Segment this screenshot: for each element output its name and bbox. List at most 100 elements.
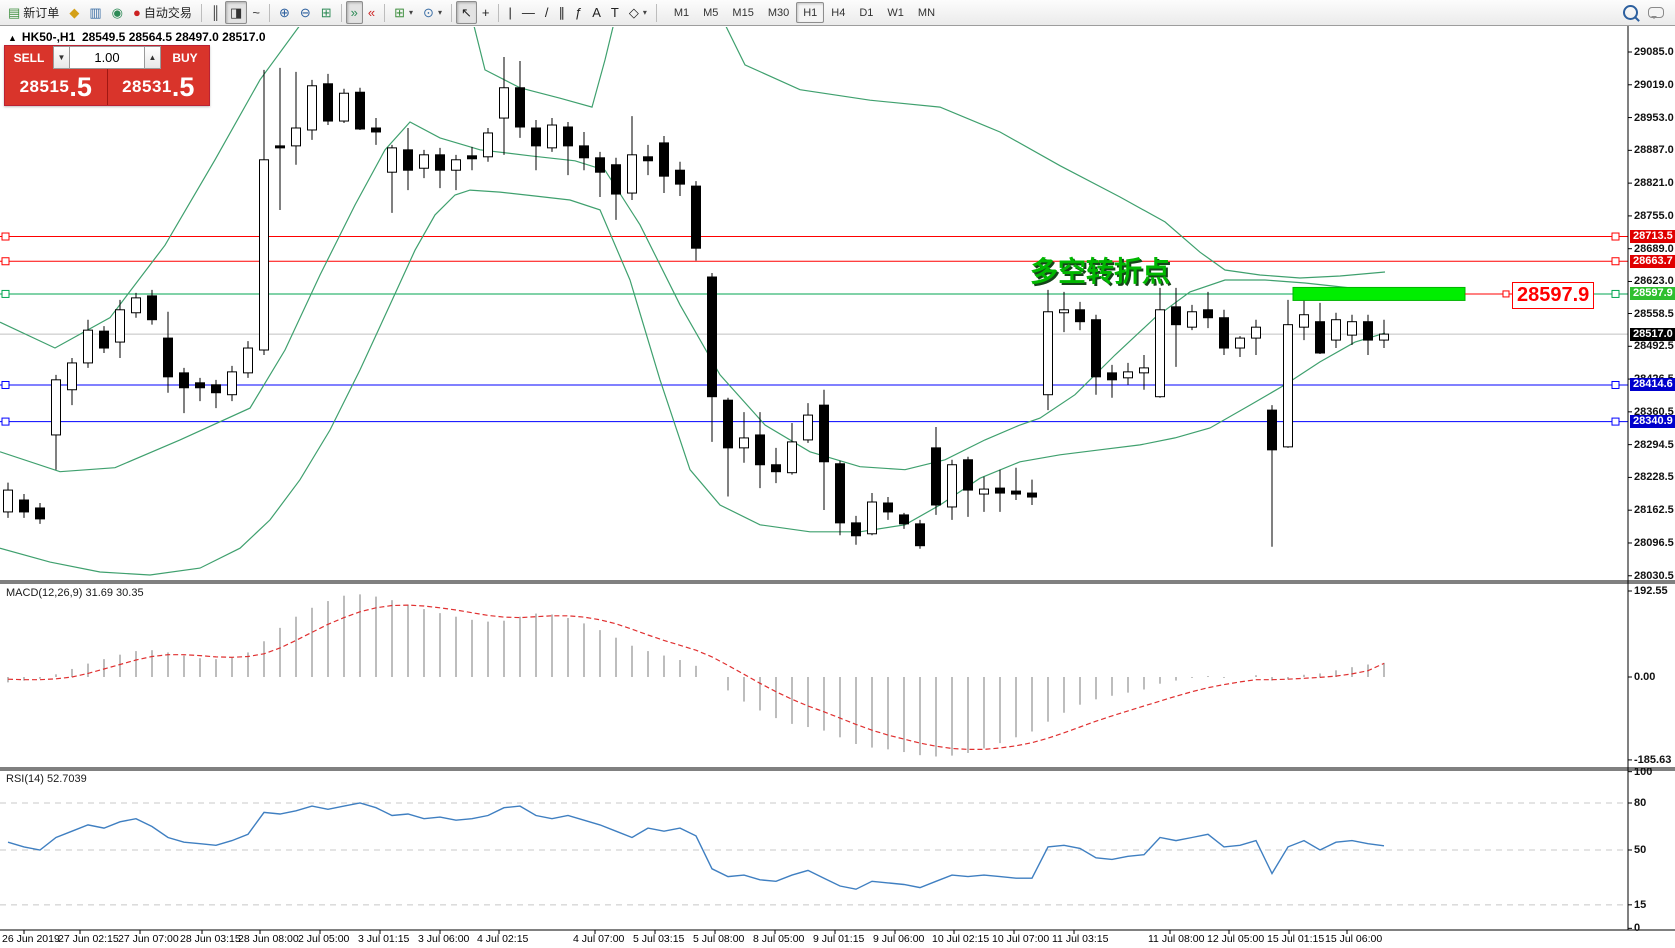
sell-button[interactable]: SELL — [5, 46, 53, 69]
line-price-axis-label: 28414.6 — [1630, 378, 1675, 392]
charts-shelf-button[interactable]: ◆ — [64, 1, 84, 24]
sell-price-button[interactable]: 28515 .5 — [5, 69, 107, 105]
vertical-line-button[interactable]: | — [503, 1, 516, 24]
equidistant-channel-button[interactable]: ∥ — [553, 1, 570, 24]
rsi-axis-label: 0 — [1634, 922, 1641, 935]
candle-bearish — [755, 434, 765, 466]
cursor-button[interactable]: ↖ — [455, 1, 477, 24]
toolbar-separator — [200, 3, 202, 22]
data-window-button[interactable]: ◉ — [107, 1, 128, 24]
chart-annotation: 多空转折点 — [1030, 257, 1171, 288]
crosshair-button[interactable]: + — [477, 1, 495, 24]
toolbar-separator — [384, 3, 386, 22]
candle-bullish — [1283, 324, 1293, 448]
horizontal-line-button[interactable]: — — [517, 1, 540, 24]
highlight-rectangle — [1292, 286, 1466, 301]
timeframe-m15[interactable]: M15 — [732, 6, 754, 19]
zoom-out-button[interactable]: ⊖ — [295, 1, 316, 24]
timeframe-h1[interactable]: H1 — [796, 2, 825, 23]
candle-bearish — [1091, 319, 1101, 378]
price-axis-label: 29085.0 — [1634, 46, 1674, 58]
timeframe-m5[interactable]: M5 — [703, 6, 719, 19]
auto-trading-button[interactable]: ● 自动交易 — [128, 1, 197, 24]
rsi-label: RSI(14) 52.7039 — [6, 773, 87, 785]
new-chart-icon: ⊞ — [394, 5, 406, 20]
volume-input[interactable]: 1.00 — [70, 46, 144, 69]
price-axis-label: 28558.5 — [1634, 307, 1674, 320]
candle-bearish — [211, 384, 221, 394]
fibonacci-button[interactable]: ƒ — [570, 1, 587, 24]
price-axis-label: 28228.5 — [1634, 471, 1674, 484]
bar-chart-button[interactable]: ║ — [206, 1, 225, 24]
main-toolbar: ▤ 新订单 ◆ ▥ ◉ ● 自动交易 ║ ◨ ~ ⊕ ⊖ ⊞» «⊞ ▾ ⊙ ▾ ↖ + | — / ∥ ƒ A T ◇ ▾ M1 M5… — [0, 0, 1675, 26]
candle-bullish — [419, 154, 429, 169]
buy-button[interactable]: BUY — [161, 46, 209, 69]
timeframe-m1[interactable]: M1 — [673, 6, 690, 19]
candle-bearish — [995, 487, 1005, 494]
auto-trading-icon: ● — [132, 5, 141, 20]
candle-bearish — [563, 126, 573, 147]
time-axis[interactable]: 26 Jun 2019 27 Jun 02:15 27 Jun 07:00 28 Ju… — [0, 931, 1675, 948]
candle-bullish — [227, 371, 237, 396]
candle-bearish — [1315, 321, 1325, 354]
candle-bullish — [1155, 309, 1165, 398]
chat-icon[interactable] — [1648, 7, 1664, 19]
time-axis-label: 15 Jul 01:15 — [1267, 933, 1325, 945]
candlestick-button[interactable]: ◨ — [225, 1, 248, 24]
volume-decrease-button[interactable]: ▼ — [53, 46, 70, 69]
candle-bullish — [739, 437, 749, 449]
timeframe-mn[interactable]: MN — [917, 6, 936, 19]
chevron-down-icon: ▾ — [642, 8, 647, 17]
timeframe-w1[interactable]: W1 — [887, 6, 904, 19]
candle-bullish — [259, 159, 269, 351]
candle-bearish — [163, 337, 173, 378]
candle-bearish — [1203, 309, 1213, 319]
candle-bearish — [1027, 492, 1037, 498]
zoom-in-button[interactable]: ⊕ — [274, 1, 295, 24]
candle-bullish — [1235, 337, 1245, 349]
price-axis-label: 28096.5 — [1634, 536, 1674, 549]
shapes-button[interactable]: ◇ ▾ — [624, 1, 652, 24]
auto-scroll-button[interactable]: « — [363, 1, 380, 24]
collapse-icon[interactable]: ▲ — [8, 33, 17, 43]
candle-bullish — [3, 489, 13, 513]
price-axis-label: 28953.0 — [1634, 111, 1674, 124]
search-icon[interactable] — [1623, 5, 1638, 20]
trendline-button[interactable]: / — [540, 1, 554, 24]
label-button[interactable]: T — [606, 1, 624, 24]
timeframe-h4[interactable]: H4 — [831, 6, 846, 19]
new-chart-button[interactable]: ⊞ ▾ — [389, 1, 418, 24]
market-watch-button[interactable]: ▥ — [84, 1, 106, 24]
candle-bearish — [35, 507, 45, 520]
tile-windows-button[interactable]: ⊞ — [316, 1, 337, 24]
candle-bullish — [979, 488, 989, 495]
fibonacci-icon: ƒ — [574, 5, 583, 20]
candle-bullish — [627, 154, 637, 194]
volume-increase-button[interactable]: ▲ — [144, 46, 161, 69]
candlestick-icon: ◨ — [230, 5, 243, 20]
candle-bullish — [1379, 333, 1389, 341]
chart-shift-button[interactable]: » — [345, 1, 363, 24]
line-price-axis-label: 28713.5 — [1630, 230, 1675, 244]
line-chart-button[interactable]: ~ — [247, 1, 265, 24]
price-axis-label: 28623.0 — [1634, 275, 1674, 288]
candle-bearish — [723, 399, 733, 449]
candle-bearish — [179, 372, 189, 389]
market-watch-icon: ▥ — [89, 5, 102, 20]
candle-bullish — [483, 132, 493, 158]
new-order-button[interactable]: ▤ 新订单 — [3, 1, 64, 24]
text-button[interactable]: A — [587, 1, 606, 24]
candle-bearish — [467, 155, 477, 160]
sell-price-pip: .5 — [69, 71, 92, 102]
candle-bullish — [1043, 311, 1053, 396]
candle-bullish — [291, 127, 301, 147]
period-button[interactable]: ⊙ ▾ — [418, 1, 447, 24]
price-axis[interactable]: 29085.0 29019.0 28953.0 28887.0 28821.0 28755… — [1628, 26, 1675, 934]
buy-price-button[interactable]: 28531 .5 — [106, 69, 209, 105]
timeframe-m30[interactable]: M30 — [767, 6, 790, 19]
auto-scroll-icon: « — [367, 5, 376, 20]
ohlc-low: 28497.0 — [175, 30, 219, 44]
time-axis-label: 11 Jul 03:15 — [1052, 933, 1109, 945]
timeframe-d1[interactable]: D1 — [859, 6, 874, 19]
